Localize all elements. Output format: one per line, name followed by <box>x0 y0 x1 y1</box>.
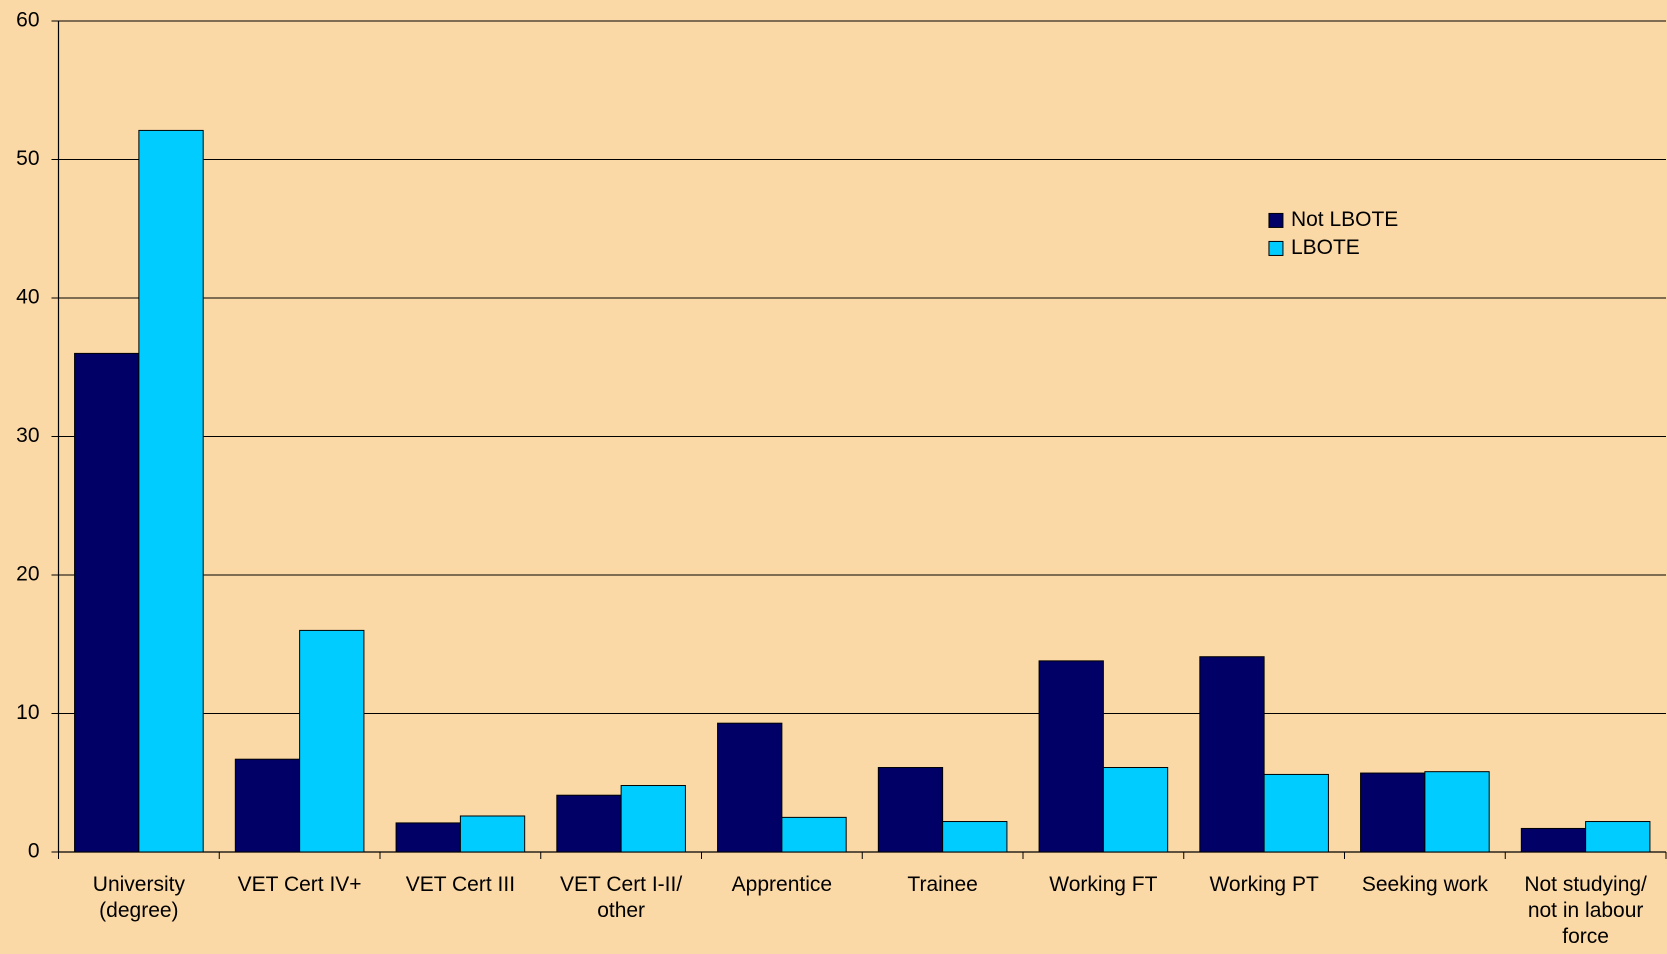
bar <box>1520 827 1587 853</box>
x-tick-label: Working FT <box>1049 873 1158 896</box>
bar <box>459 815 526 853</box>
bar <box>1360 772 1426 853</box>
y-tick-label: 0 <box>28 840 40 863</box>
bar <box>942 821 1008 853</box>
bar <box>717 722 783 853</box>
x-tick-label: University (degree) <box>92 873 185 922</box>
x-tick-label: Trainee <box>907 873 978 896</box>
y-tick-label: 60 <box>16 9 39 32</box>
legend-swatch <box>1268 212 1284 228</box>
bar <box>556 794 622 853</box>
bar <box>234 758 301 853</box>
bar <box>74 352 140 853</box>
bar <box>299 629 365 853</box>
y-tick-label: 20 <box>16 563 39 586</box>
bar <box>1263 773 1329 853</box>
x-tick-label: Seeking work <box>1361 873 1488 896</box>
bar <box>138 129 204 853</box>
bar <box>877 767 944 853</box>
bar <box>781 816 847 853</box>
x-tick-label: VET Cert IV+ <box>237 873 362 896</box>
y-tick-label: 50 <box>16 147 39 170</box>
legend-swatch <box>1268 240 1284 256</box>
bar <box>1038 660 1104 853</box>
legend-label: LBOTE <box>1291 236 1360 259</box>
x-tick-label: Not studying/ not in labour force <box>1524 873 1647 948</box>
bar <box>1424 771 1490 853</box>
bar <box>1102 767 1169 853</box>
bar <box>620 785 686 853</box>
x-tick-label: VET Cert III <box>405 873 516 896</box>
x-tick-label: Working PT <box>1209 873 1319 896</box>
bar <box>1585 821 1651 853</box>
y-tick-label: 40 <box>16 286 39 309</box>
bar <box>395 822 461 853</box>
y-tick-label: 10 <box>16 701 39 724</box>
legend-label: Not LBOTE <box>1291 208 1398 231</box>
x-tick-label: VET Cert I-II/ other <box>560 873 683 922</box>
bar <box>1199 656 1265 853</box>
y-tick-label: 30 <box>16 424 39 447</box>
x-tick-label: Apprentice <box>731 873 833 896</box>
